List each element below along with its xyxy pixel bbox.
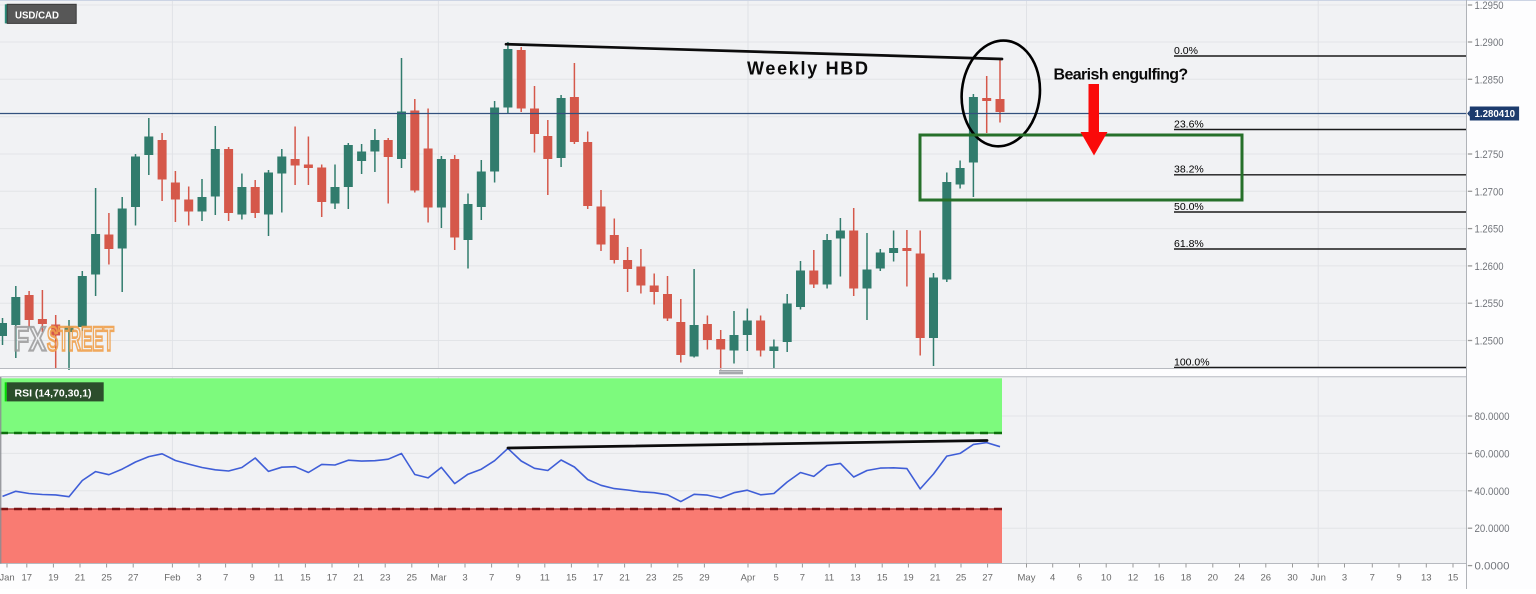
svg-text:20.0000: 20.0000 bbox=[1475, 523, 1510, 535]
svg-text:12: 12 bbox=[1128, 573, 1139, 584]
svg-text:24: 24 bbox=[1234, 573, 1245, 584]
svg-text:100.0%: 100.0% bbox=[1174, 356, 1210, 368]
svg-text:May: May bbox=[1018, 573, 1036, 584]
svg-text:1.2550: 1.2550 bbox=[1475, 298, 1504, 310]
svg-text:Feb: Feb bbox=[164, 573, 180, 584]
svg-text:USD/CAD: USD/CAD bbox=[15, 9, 59, 21]
svg-text:3: 3 bbox=[1342, 573, 1347, 584]
svg-text:7: 7 bbox=[223, 573, 228, 584]
svg-text:4: 4 bbox=[1050, 573, 1055, 584]
svg-text:0.0000: 0.0000 bbox=[1475, 561, 1510, 573]
svg-text:23: 23 bbox=[646, 573, 657, 584]
svg-text:15: 15 bbox=[566, 573, 577, 584]
svg-text:7: 7 bbox=[800, 573, 805, 584]
svg-text:25: 25 bbox=[101, 573, 112, 584]
svg-text:23: 23 bbox=[380, 573, 391, 584]
svg-text:13: 13 bbox=[1421, 573, 1432, 584]
svg-text:80.0000: 80.0000 bbox=[1475, 411, 1510, 423]
svg-text:17: 17 bbox=[22, 573, 33, 584]
svg-text:61.8%: 61.8% bbox=[1174, 238, 1204, 250]
svg-text:Apr: Apr bbox=[741, 573, 756, 584]
svg-text:20: 20 bbox=[1208, 573, 1219, 584]
svg-text:21: 21 bbox=[75, 573, 86, 584]
svg-text:5: 5 bbox=[774, 573, 779, 584]
svg-text:21: 21 bbox=[930, 573, 941, 584]
svg-text:1.280410: 1.280410 bbox=[1475, 108, 1516, 120]
svg-text:3: 3 bbox=[196, 573, 201, 584]
svg-text:11: 11 bbox=[540, 573, 550, 584]
svg-text:21: 21 bbox=[353, 573, 364, 584]
svg-text:15: 15 bbox=[300, 573, 311, 584]
svg-text:0.0%: 0.0% bbox=[1174, 45, 1198, 57]
svg-text:3: 3 bbox=[462, 573, 467, 584]
svg-text:1.2850: 1.2850 bbox=[1475, 74, 1504, 86]
svg-text:27: 27 bbox=[982, 573, 993, 584]
svg-text:10: 10 bbox=[1101, 573, 1112, 584]
svg-text:9: 9 bbox=[1396, 573, 1401, 584]
svg-text:19: 19 bbox=[48, 573, 59, 584]
svg-text:11: 11 bbox=[824, 573, 834, 584]
svg-text:13: 13 bbox=[850, 573, 861, 584]
svg-text:7: 7 bbox=[1370, 573, 1375, 584]
svg-text:15: 15 bbox=[877, 573, 888, 584]
svg-text:17: 17 bbox=[593, 573, 604, 584]
svg-text:29: 29 bbox=[699, 573, 710, 584]
svg-text:26: 26 bbox=[1261, 573, 1272, 584]
svg-text:1.2950: 1.2950 bbox=[1475, 0, 1504, 12]
svg-text:25: 25 bbox=[956, 573, 967, 584]
svg-text:STREET: STREET bbox=[47, 320, 114, 358]
svg-text:25: 25 bbox=[673, 573, 684, 584]
svg-text:Jan: Jan bbox=[0, 573, 15, 584]
svg-text:1.2600: 1.2600 bbox=[1475, 261, 1504, 273]
svg-text:17: 17 bbox=[327, 573, 338, 584]
svg-text:60.0000: 60.0000 bbox=[1475, 448, 1510, 460]
svg-text:RSI (14,70,30,1): RSI (14,70,30,1) bbox=[15, 387, 92, 399]
svg-text:50.0%: 50.0% bbox=[1174, 201, 1204, 213]
svg-text:FX: FX bbox=[14, 321, 47, 358]
svg-text:1.2500: 1.2500 bbox=[1475, 336, 1504, 348]
svg-text:18: 18 bbox=[1181, 573, 1192, 584]
svg-text:40.0000: 40.0000 bbox=[1475, 486, 1510, 498]
svg-text:15: 15 bbox=[1448, 573, 1459, 584]
svg-text:1.2700: 1.2700 bbox=[1475, 186, 1504, 198]
svg-text:21: 21 bbox=[619, 573, 630, 584]
svg-text:7: 7 bbox=[489, 573, 494, 584]
svg-text:Jun: Jun bbox=[1311, 573, 1326, 584]
svg-text:Bearish engulfing?: Bearish engulfing? bbox=[1054, 67, 1188, 84]
svg-text:19: 19 bbox=[903, 573, 914, 584]
svg-text:38.2%: 38.2% bbox=[1174, 164, 1204, 176]
svg-text:6: 6 bbox=[1077, 573, 1082, 584]
svg-text:9: 9 bbox=[516, 573, 521, 584]
svg-text:9: 9 bbox=[250, 573, 255, 584]
svg-text:Mar: Mar bbox=[430, 573, 446, 584]
svg-text:16: 16 bbox=[1154, 573, 1165, 584]
svg-text:1.2750: 1.2750 bbox=[1475, 149, 1504, 161]
svg-text:1.2650: 1.2650 bbox=[1475, 224, 1504, 236]
svg-text:Weekly HBD: Weekly HBD bbox=[747, 59, 870, 79]
svg-text:27: 27 bbox=[128, 573, 139, 584]
svg-text:30: 30 bbox=[1287, 573, 1298, 584]
svg-text:1.2900: 1.2900 bbox=[1475, 37, 1504, 49]
svg-text:11: 11 bbox=[274, 573, 284, 584]
svg-text:25: 25 bbox=[407, 573, 418, 584]
svg-text:23.6%: 23.6% bbox=[1174, 118, 1204, 130]
